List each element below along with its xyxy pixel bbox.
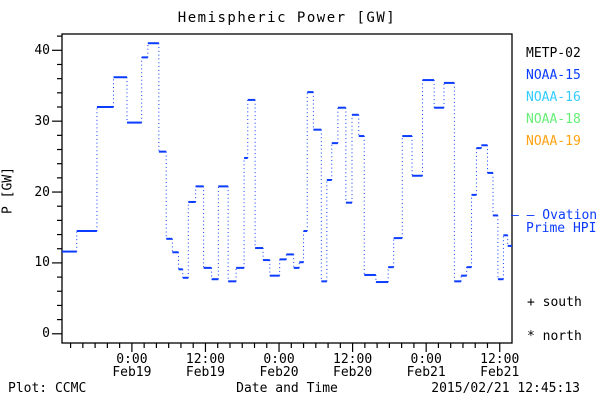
north-marker-note: * north [527, 329, 582, 344]
plot-source-label: Plot: CCMC [8, 381, 87, 396]
x-tick-label: 12:00 Feb20 [333, 352, 373, 380]
south-marker-note: + south [527, 295, 582, 310]
x-tick-label: 0:00 Feb20 [259, 352, 299, 380]
legend-item-noaa-18: NOAA-18 [526, 112, 581, 127]
legend-item-noaa-16: NOAA-16 [526, 90, 581, 105]
x-tick-label: 12:00 Feb21 [480, 352, 520, 380]
y-tick-label: 20 [34, 184, 50, 200]
chart-title: Hemispheric Power [GW] [177, 10, 397, 26]
legend-item-noaa-19: NOAA-19 [526, 134, 581, 149]
ovation-legend-line2: Prime HPI [526, 221, 597, 236]
y-tick-label: 10 [34, 255, 50, 271]
plot-frame [61, 33, 513, 344]
generation-timestamp: 2015/02/21 12:45:13 [431, 381, 580, 396]
x-tick-label: 0:00 Feb19 [112, 352, 152, 380]
legend-item-noaa-15: NOAA-15 [526, 68, 581, 83]
y-axis-label: P [GW] [0, 167, 16, 214]
x-tick-label: 0:00 Feb21 [406, 352, 446, 380]
x-axis-title: Date and Time [236, 381, 338, 396]
legend-item-metp-02: METP-02 [526, 46, 581, 61]
y-tick-label: 40 [34, 42, 50, 58]
ovation-legend-line1: – – Ovation [511, 208, 598, 223]
y-tick-label: 0 [42, 326, 50, 342]
y-tick-label: 30 [34, 113, 50, 129]
x-tick-label: 12:00 Feb19 [185, 352, 226, 380]
